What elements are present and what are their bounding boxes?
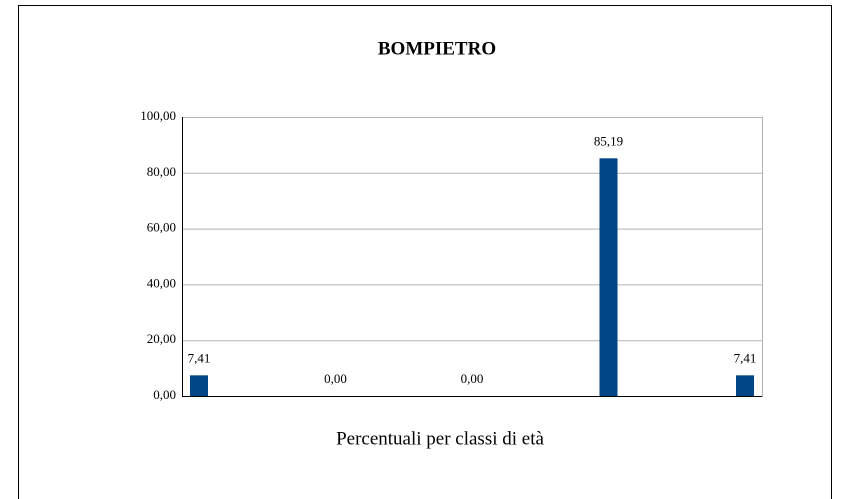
bar (599, 158, 618, 396)
y-tick-label: 20,00 (147, 331, 176, 346)
chart-frame (18, 5, 832, 499)
data-label: 85,19 (594, 133, 623, 148)
bar (190, 375, 208, 396)
y-tick-label: 60,00 (147, 220, 176, 235)
y-tick-label: 100,00 (140, 108, 176, 123)
data-label: 0,00 (324, 371, 347, 386)
chart-title: BOMPIETRO (378, 38, 496, 59)
y-tick-label: 0,00 (153, 387, 176, 402)
data-label: 0,00 (461, 371, 484, 386)
x-axis-label: Percentuali per classi di età (336, 428, 544, 449)
data-label: 7,41 (188, 350, 211, 365)
bar (736, 375, 754, 396)
data-label: 7,41 (734, 350, 757, 365)
y-tick-label: 40,00 (147, 275, 176, 290)
y-tick-label: 80,00 (147, 164, 176, 179)
